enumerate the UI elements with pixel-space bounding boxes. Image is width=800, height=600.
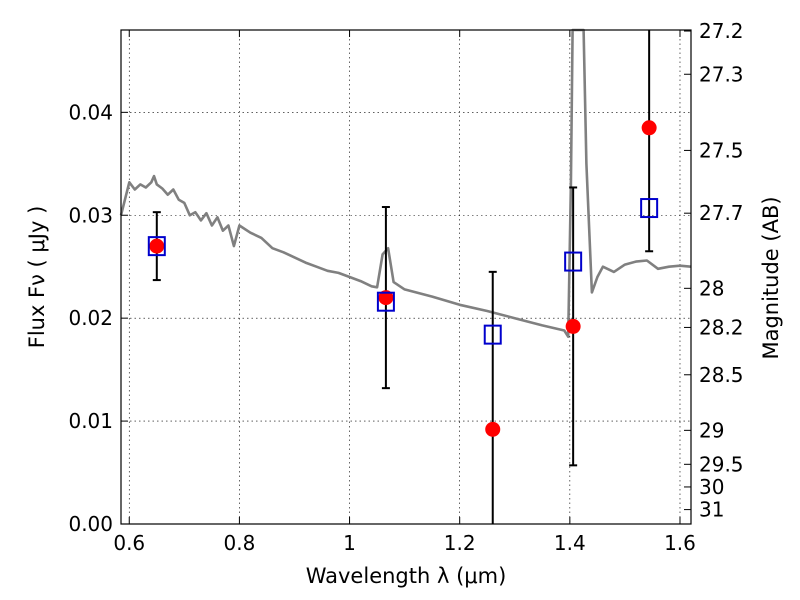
x-tick-label: 1.6 (664, 531, 696, 555)
observed-point (378, 290, 394, 306)
x-tick-label: 1 (343, 531, 356, 555)
observed-point (485, 421, 501, 437)
tick-labels: 0.6 0.8 1 1.2 1.4 1.6 0.00 0.01 0.02 0.03 0.04 27.2… (68, 19, 743, 555)
x-tick-label: 0.8 (223, 531, 255, 555)
axis-ticks (121, 30, 691, 525)
y2-tick-label: 27.7 (699, 201, 744, 225)
y2-tick-label: 27.3 (699, 62, 744, 86)
y-tick-label: 0.00 (68, 512, 113, 536)
y-tick-label: 0.03 (68, 203, 113, 227)
x-tick-label: 0.6 (113, 531, 145, 555)
y2-tick-label: 28 (699, 276, 724, 300)
y2-axis-title: Magnitude (AB) (759, 196, 783, 359)
y2-tick-label: 31 (699, 498, 724, 522)
y2-tick-label: 28.5 (699, 363, 744, 387)
model-photometry-square (483, 324, 502, 345)
x-tick-label: 1.4 (554, 531, 586, 555)
model-photometry-square (376, 291, 395, 312)
observed-points (149, 120, 657, 437)
y-tick-label: 0.04 (68, 100, 113, 124)
observed-point (565, 318, 581, 334)
model-photometry-square (147, 236, 166, 257)
y-tick-label: 0.01 (68, 409, 113, 433)
y2-tick-label: 30 (699, 475, 724, 499)
model-photometry-square (564, 251, 583, 272)
observed-point (641, 120, 657, 136)
y2-tick-label: 29.5 (699, 452, 744, 476)
y2-tick-label: 27.5 (699, 138, 744, 162)
y2-tick-label: 27.2 (699, 19, 744, 43)
model-sed-layer (119, 28, 692, 339)
model-squares (147, 198, 659, 345)
x-tick-label: 1.2 (444, 531, 476, 555)
y-tick-label: 0.02 (68, 306, 113, 330)
x-axis-title: Wavelength λ (μm) (306, 564, 507, 588)
model-photometry-square (640, 198, 659, 219)
y2-tick-label: 29 (699, 418, 724, 442)
y-axis-title: Flux Fν ( μJy ) (25, 206, 49, 349)
observed-point (149, 238, 165, 254)
plot-frame (120, 29, 692, 525)
y2-tick-label: 28.2 (699, 315, 744, 339)
model-sed-line (119, 28, 692, 339)
